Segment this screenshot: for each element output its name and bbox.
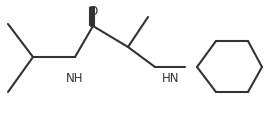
Text: NH: NH [66, 71, 84, 84]
Text: O: O [88, 5, 98, 18]
Text: HN: HN [162, 71, 180, 84]
